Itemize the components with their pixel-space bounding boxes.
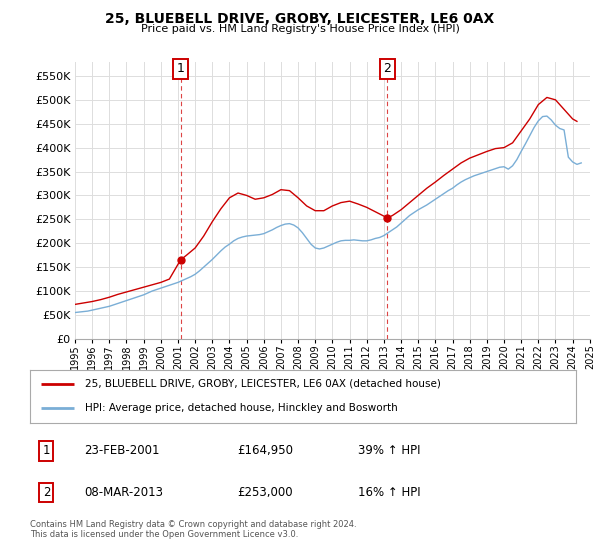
Text: 23-FEB-2001: 23-FEB-2001: [85, 445, 160, 458]
Text: 2: 2: [43, 486, 50, 499]
Text: 08-MAR-2013: 08-MAR-2013: [85, 486, 164, 499]
Text: £253,000: £253,000: [238, 486, 293, 499]
Text: Price paid vs. HM Land Registry's House Price Index (HPI): Price paid vs. HM Land Registry's House …: [140, 24, 460, 34]
Text: 39% ↑ HPI: 39% ↑ HPI: [358, 445, 420, 458]
Text: Contains HM Land Registry data © Crown copyright and database right 2024.
This d: Contains HM Land Registry data © Crown c…: [30, 520, 356, 539]
Text: 16% ↑ HPI: 16% ↑ HPI: [358, 486, 420, 499]
Text: 1: 1: [43, 445, 50, 458]
Text: 2: 2: [383, 62, 391, 75]
Text: 25, BLUEBELL DRIVE, GROBY, LEICESTER, LE6 0AX (detached house): 25, BLUEBELL DRIVE, GROBY, LEICESTER, LE…: [85, 379, 440, 389]
Text: £164,950: £164,950: [238, 445, 293, 458]
Text: 1: 1: [176, 62, 184, 75]
Text: HPI: Average price, detached house, Hinckley and Bosworth: HPI: Average price, detached house, Hinc…: [85, 403, 397, 413]
Text: 25, BLUEBELL DRIVE, GROBY, LEICESTER, LE6 0AX: 25, BLUEBELL DRIVE, GROBY, LEICESTER, LE…: [106, 12, 494, 26]
